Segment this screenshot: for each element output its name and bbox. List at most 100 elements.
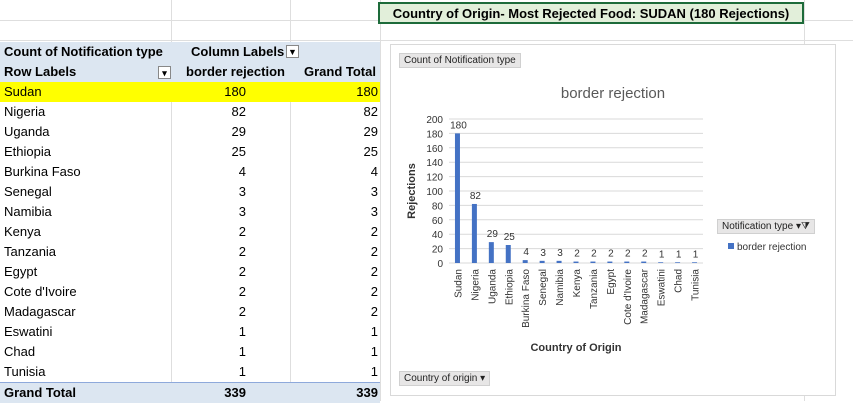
row-total: 2 <box>370 284 378 299</box>
row-value: 1 <box>238 364 246 379</box>
bar <box>488 242 494 263</box>
table-row[interactable]: Namibia 3 3 <box>0 202 380 222</box>
bar <box>573 261 579 263</box>
row-label: Namibia <box>4 204 52 219</box>
bar <box>522 260 528 263</box>
data-label: 1 <box>659 249 665 260</box>
value-field-button[interactable]: Count of Notification type <box>399 53 521 68</box>
x-tick-label: Burkina Faso <box>521 269 532 328</box>
data-label: 82 <box>470 191 482 202</box>
y-tick-label: 100 <box>426 187 443 198</box>
row-total: 2 <box>370 304 378 319</box>
x-tick-label: Chad <box>674 269 685 293</box>
row-total: 2 <box>370 224 378 239</box>
bar <box>641 261 647 263</box>
bar <box>454 133 460 263</box>
table-row[interactable]: Eswatini 1 1 <box>0 322 380 342</box>
table-row[interactable]: Egypt 2 2 <box>0 262 380 282</box>
data-label: 29 <box>487 229 499 240</box>
axis-field-button-label: Country of origin <box>404 373 478 384</box>
grand-total-row: Grand Total 339 339 <box>0 382 380 403</box>
row-total: 3 <box>370 184 378 199</box>
x-tick-label: Uganda <box>487 269 498 304</box>
row-value: 2 <box>238 224 246 239</box>
row-value: 4 <box>238 164 246 179</box>
x-tick-label: Egypt <box>606 269 617 295</box>
y-tick-label: 20 <box>432 245 444 256</box>
chart-title: border rejection <box>561 85 665 102</box>
table-row[interactable]: Sudan 180 180 <box>0 82 380 102</box>
table-row[interactable]: Chad 1 1 <box>0 342 380 362</box>
x-tick-label: Madagascar <box>640 268 651 324</box>
data-label: 180 <box>450 120 467 131</box>
bar <box>658 262 664 263</box>
table-row[interactable]: Madagascar 2 2 <box>0 302 380 322</box>
row-total: 82 <box>363 104 378 119</box>
grand-total-label: Grand Total <box>4 385 76 400</box>
bar <box>692 262 698 263</box>
row-value: 25 <box>231 144 246 159</box>
y-tick-label: 80 <box>432 201 444 212</box>
y-tick-label: 160 <box>426 144 443 155</box>
data-label: 2 <box>591 249 597 260</box>
row-label: Eswatini <box>4 324 53 339</box>
grand-total-value: 339 <box>224 385 246 400</box>
table-row[interactable]: Ethiopia 25 25 <box>0 142 380 162</box>
x-tick-label: Namibia <box>555 269 566 306</box>
y-axis-label: Rejections <box>406 163 418 219</box>
table-row[interactable]: Uganda 29 29 <box>0 122 380 142</box>
table-row[interactable]: Kenya 2 2 <box>0 222 380 242</box>
table-row[interactable]: Tanzania 2 2 <box>0 242 380 262</box>
dropdown-icon: ▾ <box>480 373 486 384</box>
row-label: Ethiopia <box>4 144 51 159</box>
grand-total-header: Grand Total <box>304 64 376 79</box>
row-label: Kenya <box>4 224 41 239</box>
table-row[interactable]: Tunisia 1 1 <box>0 362 380 382</box>
filter-icon: ▾⧩ <box>795 221 810 232</box>
row-label: Tunisia <box>4 364 46 379</box>
legend-field-button[interactable]: Notification type ▾⧩ <box>717 219 815 234</box>
row-total: 1 <box>370 364 378 379</box>
row-total: 1 <box>370 324 378 339</box>
pivot-chart[interactable]: Count of Notification type Country of or… <box>390 44 836 396</box>
axis-field-button[interactable]: Country of origin ▾ <box>399 371 491 386</box>
y-tick-label: 40 <box>432 230 444 241</box>
y-tick-label: 140 <box>426 158 443 169</box>
data-label: 1 <box>693 249 699 260</box>
row-value: 3 <box>238 204 246 219</box>
table-row[interactable]: Burkina Faso 4 4 <box>0 162 380 182</box>
x-axis-label: Country of Origin <box>530 342 621 354</box>
chart-canvas: border rejection 0 20 40 60 80 100 120 140 160 180… <box>406 85 806 354</box>
row-sort-filter-icon[interactable]: ▾ <box>158 66 171 79</box>
series-header: border rejection <box>186 64 285 79</box>
data-label: 2 <box>642 249 648 260</box>
data-label: 1 <box>676 249 682 260</box>
x-tick-label: Nigeria <box>470 269 481 301</box>
legend-swatch <box>728 243 734 249</box>
y-tick-label: 200 <box>426 115 443 126</box>
column-filter-icon[interactable]: ▼ <box>286 45 299 58</box>
row-label: Burkina Faso <box>4 164 81 179</box>
row-total: 1 <box>370 344 378 359</box>
row-label: Egypt <box>4 264 38 279</box>
row-value: 1 <box>238 324 246 339</box>
bar <box>607 261 613 263</box>
y-tick-label: 120 <box>426 173 443 184</box>
row-label: Uganda <box>4 124 50 139</box>
row-value: 180 <box>224 84 246 99</box>
row-value: 29 <box>231 124 246 139</box>
table-row[interactable]: Nigeria 82 82 <box>0 102 380 122</box>
value-field-label: Count of Notification type <box>4 44 163 59</box>
row-label: Sudan <box>4 84 42 99</box>
row-value: 3 <box>238 184 246 199</box>
bar <box>471 203 477 263</box>
table-row[interactable]: Senegal 3 3 <box>0 182 380 202</box>
legend-entry: border rejection <box>737 242 806 253</box>
row-labels-header: Row Labels <box>4 64 77 79</box>
table-row[interactable]: Cote d'Ivoire 2 2 <box>0 282 380 302</box>
pivot-header-row-1: Count of Notification type Column Labels… <box>0 42 380 62</box>
title-cell[interactable]: Country of Origin- Most Rejected Food: S… <box>378 2 804 24</box>
x-tick-label: Tunisia <box>691 269 702 301</box>
row-value: 2 <box>238 304 246 319</box>
row-label: Nigeria <box>4 104 46 119</box>
